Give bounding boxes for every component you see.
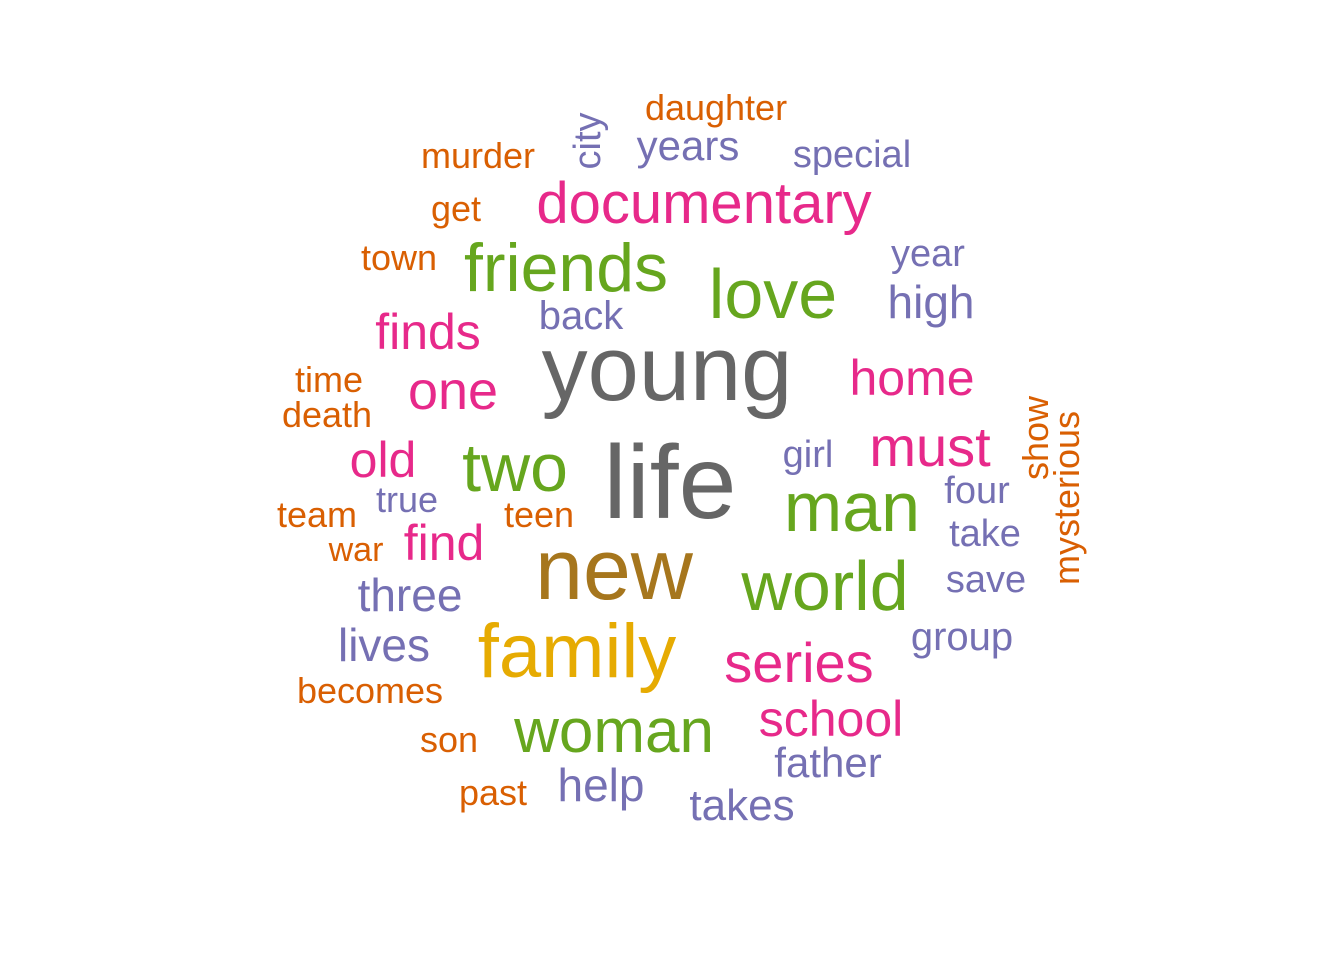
word-takes: takes bbox=[689, 781, 795, 830]
word-help: help bbox=[557, 759, 645, 811]
word-daughter: daughter bbox=[644, 87, 788, 128]
word-must: must bbox=[869, 415, 991, 478]
word-time: time bbox=[294, 359, 364, 400]
word-world: world bbox=[741, 547, 909, 625]
word-father: father bbox=[774, 739, 882, 786]
word-murder: murder bbox=[420, 135, 536, 176]
word-team: team bbox=[276, 494, 358, 535]
word-life: life bbox=[603, 425, 737, 541]
word-new: new bbox=[535, 522, 693, 618]
word-old: old bbox=[349, 432, 417, 488]
word-special: special bbox=[792, 134, 912, 176]
word-man: man bbox=[783, 468, 921, 546]
word-series: series bbox=[724, 631, 874, 694]
word-woman: woman bbox=[514, 697, 714, 766]
word-two: two bbox=[462, 430, 568, 506]
word-get: get bbox=[430, 188, 482, 229]
word-lives: lives bbox=[337, 619, 431, 671]
word-save: save bbox=[945, 559, 1027, 601]
word-becomes: becomes bbox=[296, 670, 444, 711]
word-past: past bbox=[458, 772, 528, 813]
word-war: war bbox=[328, 531, 384, 569]
word-friends: friends bbox=[463, 230, 669, 306]
word-high: high bbox=[887, 276, 975, 328]
word-year: year bbox=[891, 233, 965, 275]
word-son: son bbox=[419, 719, 479, 760]
word-death: death bbox=[281, 394, 373, 435]
word-family: family bbox=[477, 609, 677, 694]
word-young: young bbox=[541, 318, 793, 420]
word-girl: girl bbox=[782, 434, 834, 476]
word-years: years bbox=[636, 122, 740, 169]
word-four: four bbox=[944, 470, 1010, 512]
word-true: true bbox=[375, 479, 439, 520]
word-documentary: documentary bbox=[536, 171, 872, 236]
word-city: city bbox=[567, 112, 609, 170]
word-back: back bbox=[538, 294, 624, 338]
word-three: three bbox=[357, 569, 463, 621]
word-mysterious: mysterious bbox=[1046, 410, 1087, 586]
word-home: home bbox=[849, 350, 975, 406]
word-finds: finds bbox=[375, 304, 481, 360]
word-take: take bbox=[949, 513, 1021, 555]
word-teen: teen bbox=[503, 494, 575, 535]
word-love: love bbox=[708, 255, 838, 333]
word-find: find bbox=[403, 515, 485, 571]
word-school: school bbox=[758, 691, 904, 747]
word-one: one bbox=[407, 361, 499, 421]
word-town: town bbox=[360, 237, 438, 278]
word-group: group bbox=[910, 615, 1014, 659]
